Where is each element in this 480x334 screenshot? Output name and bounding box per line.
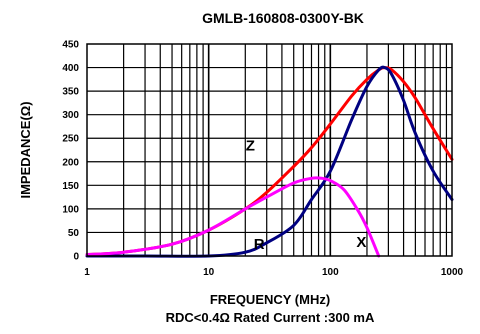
plot-background: [87, 44, 452, 256]
series-label-r: R: [254, 236, 265, 253]
series-label-x: X: [356, 234, 366, 251]
tick-labels: 0 50 100 150 200 250 300 350 400 450 1 10 100 1000: [62, 40, 463, 279]
x-tick-label: 10: [203, 267, 215, 278]
y-tick-label: 100: [62, 204, 79, 215]
plot-frame: [86, 43, 453, 257]
rating-note: RDC<0.4Ω Rated Current :300 mA: [166, 310, 375, 325]
grid: [87, 44, 452, 256]
y-axis-label: IMPEDANCE(Ω): [18, 101, 33, 198]
series-line-r: [85, 65, 454, 258]
y-tick-label: 350: [62, 87, 79, 98]
y-tick-label: 0: [73, 252, 79, 263]
y-tick-label: 400: [62, 63, 79, 74]
y-tick-label: 300: [62, 110, 79, 121]
y-tick-label: 200: [62, 157, 79, 168]
chart-title: GMLB-160808-0300Y-BK: [202, 10, 364, 26]
y-tick-label: 150: [62, 181, 79, 192]
series-label-z: Z: [246, 137, 255, 154]
x-tick-label: 1000: [441, 267, 464, 278]
y-tick-label: 450: [62, 40, 79, 51]
curves: [85, 65, 454, 258]
y-tick-label: 250: [62, 134, 79, 145]
y-tick-label: 50: [68, 228, 80, 239]
x-tick-label: 1: [84, 267, 90, 278]
x-axis-label: FREQUENCY (MHz): [210, 292, 330, 307]
series-labels: Z R X: [246, 137, 367, 252]
x-tick-label: 100: [322, 267, 339, 278]
series-line-x: [85, 176, 381, 258]
